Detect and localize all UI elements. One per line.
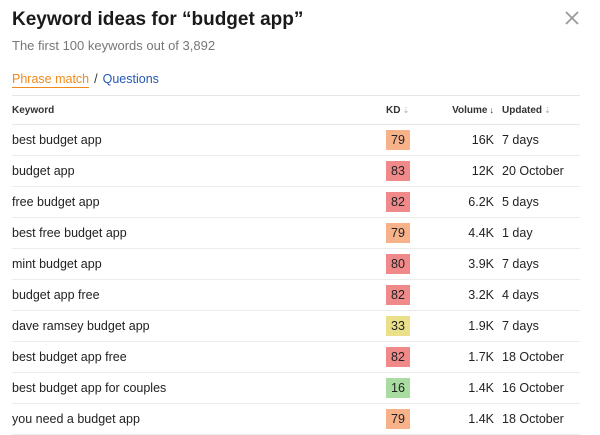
volume-cell: 16K (471, 133, 494, 147)
tab-questions[interactable]: Questions (102, 72, 159, 86)
table-row: you need a budget app 79 1.4K 18 October (12, 404, 580, 435)
arrow-down-icon: ↓ (489, 104, 495, 115)
keyword-cell[interactable]: mint budget app (12, 257, 102, 271)
dialog-subtitle: The first 100 keywords out of 3,892 (12, 38, 216, 53)
match-tabs: Phrase match / Questions (12, 72, 159, 88)
volume-cell: 12K (471, 164, 494, 178)
table-row: budget app 83 12K 20 October (12, 156, 580, 187)
close-icon[interactable] (564, 10, 580, 26)
updated-cell: 20 October (502, 164, 564, 178)
volume-cell: 1.4K (468, 381, 494, 395)
keyword-cell[interactable]: free budget app (12, 195, 100, 209)
keyword-cell[interactable]: budget app free (12, 288, 100, 302)
column-label-updated: Updated (502, 104, 542, 116)
keyword-cell[interactable]: best budget app free (12, 350, 127, 364)
column-label-keyword: Keyword (12, 104, 55, 116)
column-header-updated[interactable]: Updated ⇣ (502, 105, 580, 116)
column-header-keyword: Keyword (12, 105, 386, 116)
kd-badge: 79 (386, 409, 410, 429)
updated-cell: 18 October (502, 412, 564, 426)
volume-cell: 4.4K (468, 226, 494, 240)
updated-cell: 7 days (502, 319, 539, 333)
table-row: best budget app free 82 1.7K 18 October (12, 342, 580, 373)
table-row: budget app free 82 3.2K 4 days (12, 280, 580, 311)
kd-badge: 82 (386, 285, 410, 305)
volume-cell: 6.2K (468, 195, 494, 209)
volume-cell: 1.9K (468, 319, 494, 333)
volume-cell: 3.2K (468, 288, 494, 302)
keyword-cell[interactable]: dave ramsey budget app (12, 319, 150, 333)
tab-separator: / (94, 72, 98, 86)
table-header: Keyword KD ⇣ Volume ↓ Updated ⇣ (12, 96, 580, 125)
column-label-volume: Volume (452, 104, 488, 116)
dialog-title: Keyword ideas for “budget app” (12, 9, 304, 30)
updated-cell: 4 days (502, 288, 539, 302)
column-header-kd[interactable]: KD ⇣ (386, 105, 438, 116)
table-row: mint budget app 80 3.9K 7 days (12, 249, 580, 280)
table-body: best budget app 79 16K 7 days budget app 83 12… (12, 125, 580, 435)
kd-badge: 33 (386, 316, 410, 336)
kd-badge: 82 (386, 347, 410, 367)
updated-cell: 16 October (502, 381, 564, 395)
kd-badge: 79 (386, 223, 410, 243)
updated-cell: 1 day (502, 226, 533, 240)
keyword-cell[interactable]: best budget app (12, 133, 102, 147)
table-row: best budget app for couples 16 1.4K 16 Octo… (12, 373, 580, 404)
kd-badge: 80 (386, 254, 410, 274)
kd-badge: 83 (386, 161, 410, 181)
volume-cell: 1.4K (468, 412, 494, 426)
column-label-kd: KD (386, 104, 401, 116)
volume-cell: 3.9K (468, 257, 494, 271)
kd-badge: 82 (386, 192, 410, 212)
updated-cell: 18 October (502, 350, 564, 364)
keyword-cell[interactable]: you need a budget app (12, 412, 140, 426)
tab-phrase-match[interactable]: Phrase match (12, 72, 90, 88)
keyword-cell[interactable]: best free budget app (12, 226, 127, 240)
volume-cell: 1.7K (468, 350, 494, 364)
table-row: best free budget app 79 4.4K 1 day (12, 218, 580, 249)
updated-cell: 7 days (502, 257, 539, 271)
keyword-cell[interactable]: budget app (12, 164, 75, 178)
updated-cell: 5 days (502, 195, 539, 209)
sort-icon: ⇣ (402, 105, 410, 115)
kd-badge: 16 (386, 378, 410, 398)
table-row: best budget app 79 16K 7 days (12, 125, 580, 156)
table-row: free budget app 82 6.2K 5 days (12, 187, 580, 218)
keyword-cell[interactable]: best budget app for couples (12, 381, 167, 395)
table-row: dave ramsey budget app 33 1.9K 7 days (12, 311, 580, 342)
column-header-volume[interactable]: Volume ↓ (438, 105, 502, 116)
updated-cell: 7 days (502, 133, 539, 147)
keywords-table: Keyword KD ⇣ Volume ↓ Updated ⇣ best budget… (12, 95, 580, 435)
kd-badge: 79 (386, 130, 410, 150)
sort-icon: ⇣ (544, 105, 551, 115)
